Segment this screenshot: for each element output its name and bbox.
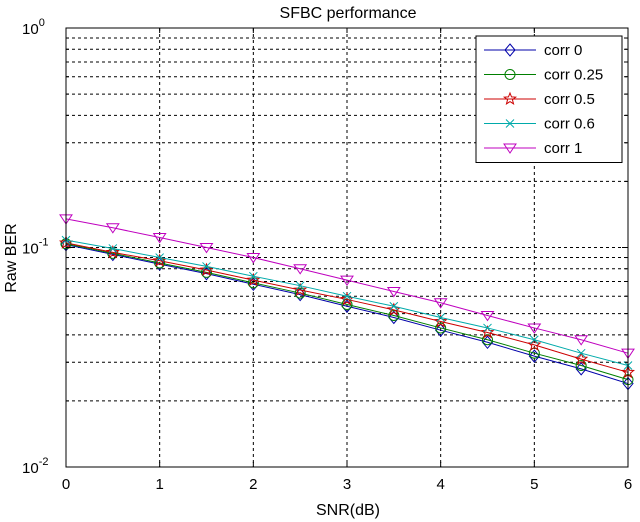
data-point — [504, 69, 516, 80]
data-point — [342, 291, 352, 301]
series-corr-1 — [59, 214, 635, 360]
chart-title: SFBC performance — [280, 5, 417, 22]
data-point — [246, 272, 261, 287]
data-point — [246, 253, 261, 264]
data-point — [504, 43, 516, 57]
ticks: 0 1 2 3 4 5 6 100 10-1 10-2 — [22, 17, 632, 493]
legend-label: corr 0.5 — [544, 91, 595, 108]
x-tick-label: 2 — [249, 476, 257, 493]
data-point — [152, 233, 167, 244]
x-tick-label: 6 — [624, 476, 632, 493]
y-axis-title: Raw BER — [3, 223, 20, 292]
data-point — [386, 287, 401, 298]
legend-label: corr 0.25 — [544, 67, 603, 84]
y-tick-label: 100 — [22, 17, 45, 38]
x-axis-title: SNR(dB) — [316, 502, 380, 519]
y-tick-label: 10-2 — [22, 456, 48, 477]
data-point — [435, 323, 447, 337]
data-point — [433, 298, 448, 309]
data-point — [202, 262, 211, 271]
data-point — [505, 119, 515, 128]
data-point — [575, 360, 587, 372]
legend-item: corr 0.25 — [484, 67, 603, 84]
data-point — [105, 223, 120, 234]
data-point — [108, 244, 118, 253]
data-point — [199, 243, 214, 254]
x-tick-label: 0 — [62, 476, 70, 493]
data-point — [436, 313, 446, 322]
data-point — [576, 348, 586, 358]
data-point — [433, 314, 448, 328]
series-line — [65, 218, 629, 354]
data-point — [502, 91, 518, 105]
data-point — [388, 310, 400, 322]
data-point — [435, 322, 447, 334]
data-point — [294, 287, 306, 299]
data-point — [527, 323, 542, 334]
legend-item: corr 0 — [484, 42, 582, 59]
data-point — [529, 335, 539, 345]
legend: corr 0 corr 0.25 corr 0.5 corr 0.6 corr 1 — [475, 35, 623, 163]
data-point — [574, 335, 589, 346]
data-point — [503, 143, 517, 154]
data-point — [527, 337, 542, 351]
legend-label: corr 0 — [544, 42, 582, 59]
legend-item: corr 0.6 — [484, 116, 595, 133]
series-layer — [58, 214, 636, 391]
data-point — [480, 325, 495, 339]
series-line — [65, 244, 629, 385]
data-point — [155, 253, 165, 262]
legend-label: corr 1 — [544, 140, 582, 157]
data-point — [480, 311, 495, 322]
data-point — [389, 301, 399, 311]
legend-item: corr 1 — [484, 140, 582, 157]
x-tick-label: 4 — [436, 476, 444, 493]
data-point — [247, 277, 259, 289]
series-line — [65, 242, 629, 373]
legend-item: corr 0.5 — [484, 91, 595, 108]
data-point — [201, 266, 212, 278]
data-point — [105, 245, 120, 259]
x-tick-label: 3 — [343, 476, 351, 493]
series-corr-0-6 — [61, 235, 633, 370]
x-tick-label: 1 — [155, 476, 163, 493]
y-tick-label: 10-1 — [22, 237, 48, 258]
data-point — [248, 271, 258, 281]
data-point — [483, 323, 492, 333]
legend-label: corr 0.6 — [544, 116, 595, 133]
data-point — [199, 262, 214, 276]
data-point — [293, 282, 308, 297]
x-tick-label: 5 — [530, 476, 538, 493]
data-point — [340, 275, 354, 287]
data-point — [295, 281, 305, 291]
data-point — [388, 310, 400, 325]
data-point — [293, 264, 308, 275]
data-point — [528, 347, 540, 359]
data-point — [386, 302, 401, 316]
data-point — [574, 351, 589, 366]
